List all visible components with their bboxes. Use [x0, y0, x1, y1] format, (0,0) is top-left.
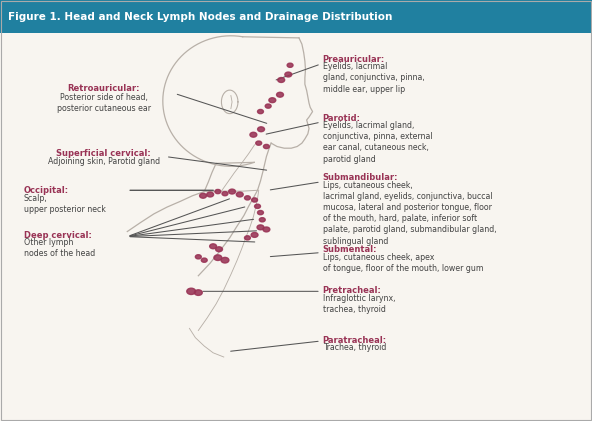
Text: Other lymph
nodes of the head: Other lymph nodes of the head — [24, 238, 95, 258]
Text: Deep cervical:: Deep cervical: — [24, 231, 92, 240]
Circle shape — [251, 232, 258, 237]
Circle shape — [195, 255, 201, 259]
Circle shape — [222, 192, 228, 196]
Circle shape — [276, 92, 284, 97]
Text: Submandibular:: Submandibular: — [323, 173, 398, 182]
Circle shape — [258, 109, 263, 114]
Circle shape — [255, 204, 260, 208]
Circle shape — [287, 63, 293, 67]
Circle shape — [265, 104, 271, 108]
Circle shape — [187, 288, 195, 295]
Text: Occipital:: Occipital: — [24, 186, 69, 195]
Circle shape — [229, 189, 236, 194]
Text: Scalp,
upper posterior neck: Scalp, upper posterior neck — [24, 194, 105, 214]
Text: Pretracheal:: Pretracheal: — [323, 286, 381, 295]
Circle shape — [210, 244, 217, 249]
Circle shape — [263, 144, 269, 149]
Text: Submental:: Submental: — [323, 245, 377, 254]
Circle shape — [257, 225, 264, 230]
Text: Preauricular:: Preauricular: — [323, 55, 385, 64]
Circle shape — [214, 255, 222, 261]
Text: Posterior side of head,
posterior cutaneous ear: Posterior side of head, posterior cutane… — [57, 93, 150, 113]
Text: Eyelids, lacrimal gland,
conjunctiva, pinna, external
ear canal, cutaneous neck,: Eyelids, lacrimal gland, conjunctiva, pi… — [323, 121, 432, 163]
Bar — [0, 0, 592, 33]
Circle shape — [258, 210, 263, 215]
Text: Trachea, thyroid: Trachea, thyroid — [323, 343, 386, 352]
Circle shape — [236, 192, 243, 197]
Text: Superficial cervical:: Superficial cervical: — [56, 149, 151, 157]
Circle shape — [194, 290, 202, 296]
Circle shape — [285, 72, 292, 77]
Circle shape — [244, 236, 250, 240]
Text: Paratracheal:: Paratracheal: — [323, 336, 387, 344]
Circle shape — [244, 196, 250, 200]
Circle shape — [207, 192, 214, 197]
Text: Figure 1. Head and Neck Lymph Nodes and Drainage Distribution: Figure 1. Head and Neck Lymph Nodes and … — [8, 11, 392, 21]
Circle shape — [215, 247, 223, 252]
Circle shape — [221, 257, 229, 263]
Circle shape — [278, 77, 285, 83]
Circle shape — [250, 132, 257, 137]
Text: Parotid:: Parotid: — [323, 114, 361, 123]
Text: Retroauricular:: Retroauricular: — [67, 84, 140, 93]
Circle shape — [259, 218, 265, 222]
Circle shape — [263, 227, 270, 232]
Circle shape — [201, 258, 207, 262]
Circle shape — [269, 98, 276, 103]
Circle shape — [258, 127, 265, 132]
Circle shape — [256, 141, 262, 145]
Text: Lips, cutaneous cheek,
lacrimal gland, eyelids, conjunctiva, buccal
mucosa, late: Lips, cutaneous cheek, lacrimal gland, e… — [323, 181, 496, 245]
Circle shape — [200, 193, 207, 198]
Text: Infraglottic larynx,
trachea, thyroid: Infraglottic larynx, trachea, thyroid — [323, 294, 395, 314]
Circle shape — [215, 189, 221, 194]
Circle shape — [252, 198, 258, 202]
Text: Eyelids, lacrimal
gland, conjunctiva, pinna,
middle ear, upper lip: Eyelids, lacrimal gland, conjunctiva, pi… — [323, 62, 424, 93]
Text: Adjoining skin, Parotid gland: Adjoining skin, Parotid gland — [47, 157, 160, 166]
Text: Lips, cutaneous cheek, apex
of tongue, floor of the mouth, lower gum: Lips, cutaneous cheek, apex of tongue, f… — [323, 253, 483, 273]
